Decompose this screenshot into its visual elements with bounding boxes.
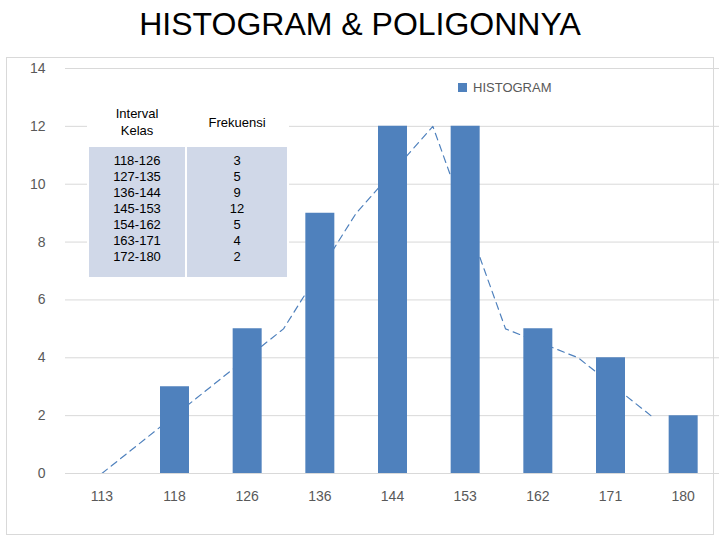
svg-text:113: 113: [91, 488, 114, 504]
svg-text:118: 118: [163, 488, 186, 504]
html-text:5: 5: [233, 169, 241, 184]
svg-text:0: 0: [38, 465, 46, 481]
html-text:163-171: 163-171: [113, 233, 161, 248]
svg-text:126: 126: [235, 488, 259, 504]
html-text:145-153: 145-153: [113, 201, 161, 216]
html-text:HISTOGRAM & POLIGONNYA: HISTOGRAM & POLIGONNYA: [139, 6, 581, 42]
svg-text:8: 8: [38, 234, 46, 250]
html-text:Kelas: Kelas: [120, 123, 154, 138]
svg-text:153: 153: [453, 488, 477, 504]
html-text:Interval: Interval: [115, 106, 159, 121]
html-text:172-180: 172-180: [113, 249, 161, 264]
svg-text:4: 4: [38, 349, 46, 365]
svg-text:2: 2: [38, 407, 46, 423]
svg-text:136: 136: [308, 488, 332, 504]
svg-text:14: 14: [30, 60, 46, 76]
html-text:9: 9: [233, 185, 241, 200]
svg-text:180: 180: [671, 488, 695, 504]
html-text:HISTOGRAM: HISTOGRAM: [473, 80, 552, 95]
svg-text:162: 162: [526, 488, 550, 504]
svg-text:6: 6: [38, 291, 46, 307]
html-text:2: 2: [233, 249, 241, 264]
html-text:118-126: 118-126: [113, 153, 161, 168]
html-text:5: 5: [233, 217, 241, 232]
html-text:3: 3: [233, 153, 241, 168]
html-text:154-162: 154-162: [113, 217, 161, 232]
html-text:12: 12: [229, 201, 245, 216]
html-text:Frekuensi: Frekuensi: [208, 114, 266, 130]
svg-text:12: 12: [30, 118, 46, 134]
html-text:127-135: 127-135: [113, 169, 161, 184]
html-text:136-144: 136-144: [113, 185, 161, 200]
svg-text:144: 144: [381, 488, 405, 504]
html-text:4: 4: [233, 233, 241, 248]
svg-text:10: 10: [30, 176, 46, 192]
svg-text:171: 171: [599, 488, 623, 504]
